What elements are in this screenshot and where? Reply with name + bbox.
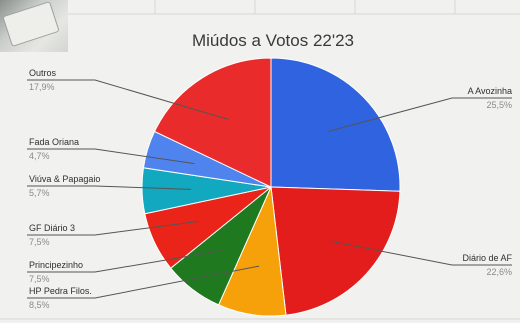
leader-line-1 <box>328 97 512 132</box>
slice-label-name-4: Principezinho <box>29 260 83 270</box>
leader-line-2 <box>329 240 512 266</box>
slice-label-value-4: 7,5% <box>29 274 50 284</box>
slice-label-name-6: Viúva & Papagaio <box>29 174 100 184</box>
pie-slice-1 <box>270 57 401 192</box>
slice-label-name-2: Diário de AF <box>462 253 512 263</box>
slice-label-value-8: 17,9% <box>29 82 55 92</box>
slice-label-value-6: 5,7% <box>29 188 50 198</box>
slice-label-name-1: A Avozinha <box>468 86 512 96</box>
slice-label-value-2: 22,6% <box>486 267 512 277</box>
leader-line-3 <box>27 265 260 299</box>
slice-label-name-8: Outros <box>29 68 57 78</box>
slice-label-value-3: 8,5% <box>29 300 50 310</box>
leader-line-5 <box>27 220 199 236</box>
slice-label-name-7: Fada Oriana <box>29 137 79 147</box>
pie-slice-8 <box>153 57 272 188</box>
pie-slices <box>141 57 401 317</box>
pie-slice-2 <box>270 186 401 316</box>
leader-line-6 <box>27 185 192 190</box>
slice-label-name-3: HP Pedra Filos. <box>29 286 92 296</box>
slice-label-value-5: 7,5% <box>29 237 50 247</box>
leader-line-7 <box>27 148 195 165</box>
slice-labels: A Avozinha 25,5% Diário de AF 22,6% HP Pedra… <box>27 68 512 310</box>
photo-corner <box>0 0 68 52</box>
slice-label-name-5: GF Diário 3 <box>29 223 75 233</box>
leader-line-4 <box>27 250 223 273</box>
leader-line-8 <box>27 79 229 120</box>
chart-title: Miúdos a Votos 22'23 <box>192 31 354 50</box>
slice-label-value-1: 25,5% <box>486 100 512 110</box>
slice-label-value-7: 4,7% <box>29 151 50 161</box>
